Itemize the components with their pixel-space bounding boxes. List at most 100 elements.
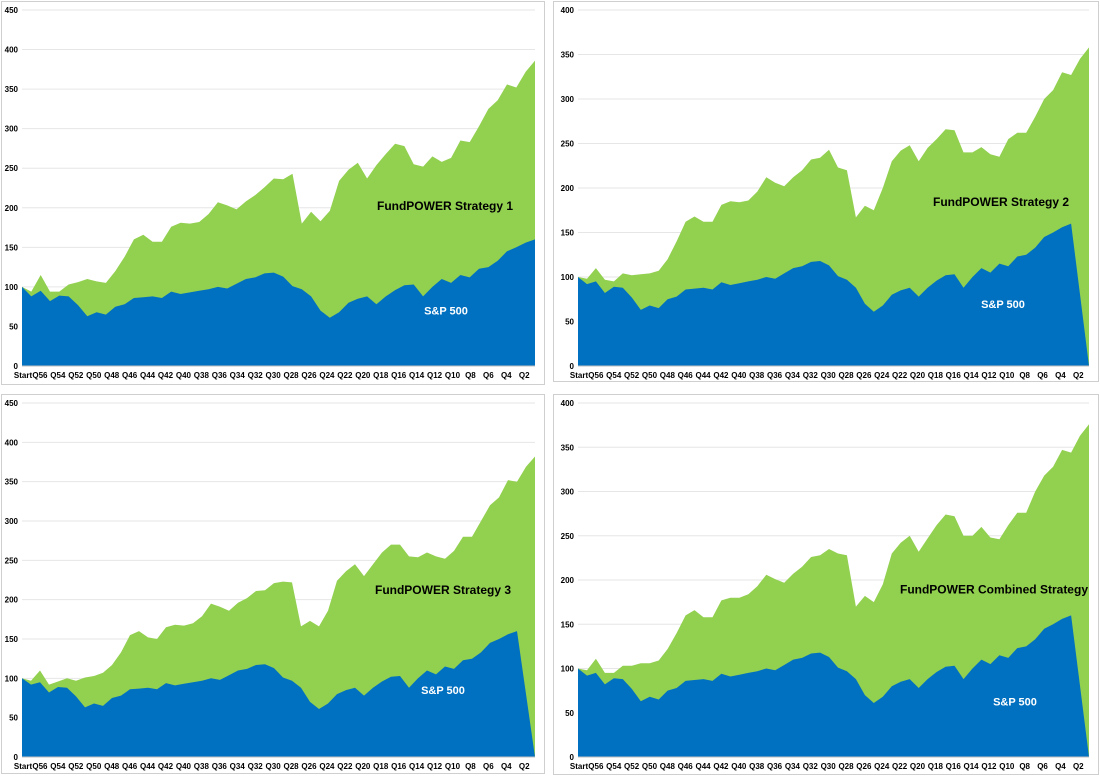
chart-panel-combined-strategy: 0 50 100 150 200 250 300 350 400 Start Q56 Q54 Q52 Q5… bbox=[553, 394, 1099, 775]
chart-panel-strategy-3: 0 50 100 150 200 250 300 350 400 450 Start Q56 Q54 Q5… bbox=[1, 394, 545, 774]
y-tick-label: 300 bbox=[561, 488, 575, 497]
x-tick-label: Q20 bbox=[355, 762, 371, 771]
x-tick-label: Q26 bbox=[856, 371, 872, 380]
x-tick-label: Q12 bbox=[981, 762, 997, 771]
strategy-label: FundPOWER Strategy 3 bbox=[375, 583, 511, 597]
x-tick-label: Q42 bbox=[713, 371, 729, 380]
x-tick-label: Q32 bbox=[803, 371, 819, 380]
sp500-area bbox=[22, 631, 535, 757]
x-tick-label: Q54 bbox=[606, 371, 622, 380]
x-tick-label: Q20 bbox=[355, 371, 371, 380]
x-tick-label: Q4 bbox=[501, 762, 512, 771]
y-tick-label: 350 bbox=[5, 85, 19, 94]
x-tick-label: Q22 bbox=[337, 762, 353, 771]
x-tick-label: Q2 bbox=[1073, 762, 1084, 771]
y-tick-label: 400 bbox=[561, 399, 575, 408]
x-tick-label: Q14 bbox=[409, 371, 425, 380]
sp500-label: S&P 500 bbox=[421, 685, 465, 697]
x-tick-label: Q32 bbox=[248, 371, 264, 380]
x-tick-label: Q22 bbox=[892, 762, 908, 771]
x-tick-label: Q28 bbox=[283, 762, 299, 771]
x-tick-label: Q14 bbox=[409, 762, 425, 771]
sp500-area bbox=[578, 223, 1089, 366]
x-tick-label: Q12 bbox=[981, 371, 997, 380]
x-tick-label: Q52 bbox=[624, 762, 640, 771]
y-tick-label: 50 bbox=[9, 322, 18, 331]
x-tick-label: Q14 bbox=[964, 762, 980, 771]
x-tick-label: Q10 bbox=[445, 371, 461, 380]
x-tick-label: Q56 bbox=[588, 762, 604, 771]
x-tick-label: Q44 bbox=[696, 762, 712, 771]
x-tick-label: Start bbox=[570, 371, 589, 380]
x-tick-label: Q18 bbox=[928, 371, 944, 380]
x-tick-label: Q6 bbox=[483, 371, 494, 380]
x-tick-label: Q50 bbox=[642, 371, 658, 380]
x-tick-label: Q46 bbox=[122, 371, 138, 380]
x-tick-label: Q52 bbox=[68, 762, 84, 771]
x-tick-label: Q6 bbox=[1037, 762, 1048, 771]
x-tick-label: Q34 bbox=[785, 371, 801, 380]
x-tick-label: Q38 bbox=[194, 762, 210, 771]
x-tick-label: Q38 bbox=[749, 762, 765, 771]
x-tick-label: Q40 bbox=[176, 371, 192, 380]
x-tick-label: Q16 bbox=[946, 762, 962, 771]
x-tick-label: Q48 bbox=[660, 371, 676, 380]
x-tick-label: Q44 bbox=[696, 371, 712, 380]
y-tick-label: 150 bbox=[561, 229, 575, 238]
x-tick-label: Q38 bbox=[749, 371, 765, 380]
x-tick-label: Q10 bbox=[999, 762, 1015, 771]
x-tick-label: Q8 bbox=[1019, 371, 1030, 380]
x-tick-label: Q36 bbox=[767, 762, 783, 771]
y-tick-label: 50 bbox=[9, 714, 18, 723]
x-tick-label: Q26 bbox=[301, 762, 317, 771]
y-tick-label: 100 bbox=[5, 674, 19, 683]
x-tick-label: Q32 bbox=[248, 762, 264, 771]
x-tick-label: Q34 bbox=[785, 762, 801, 771]
x-tick-label: Q20 bbox=[910, 762, 926, 771]
y-tick-label: 250 bbox=[561, 532, 575, 541]
y-tick-label: 450 bbox=[5, 399, 19, 408]
x-tick-label: Q28 bbox=[283, 371, 299, 380]
x-tick-label: Q40 bbox=[176, 762, 192, 771]
x-tick-label: Start bbox=[14, 371, 33, 380]
x-tick-label: Q2 bbox=[519, 762, 530, 771]
x-tick-label: Q54 bbox=[50, 762, 66, 771]
x-tick-label: Q10 bbox=[999, 371, 1015, 380]
x-tick-label: Q30 bbox=[266, 371, 282, 380]
y-tick-label: 250 bbox=[561, 140, 575, 149]
y-tick-label: 400 bbox=[561, 6, 575, 15]
x-tick-label: Start bbox=[14, 762, 33, 771]
x-tick-label: Q30 bbox=[821, 371, 837, 380]
y-tick-label: 250 bbox=[5, 164, 19, 173]
x-tick-label: Q8 bbox=[1019, 762, 1030, 771]
x-tick-label: Q6 bbox=[1037, 371, 1048, 380]
y-tick-label: 200 bbox=[5, 204, 19, 213]
y-tick-label: 0 bbox=[14, 362, 19, 371]
y-tick-label: 100 bbox=[561, 665, 575, 674]
x-tick-label: Q4 bbox=[1055, 762, 1066, 771]
x-tick-label: Q48 bbox=[104, 371, 120, 380]
x-tick-label: Q12 bbox=[427, 762, 443, 771]
y-tick-label: 350 bbox=[561, 443, 575, 452]
y-tick-label: 400 bbox=[5, 46, 19, 55]
chart-panel-strategy-1: 0 50 100 150 200 250 300 350 400 450 Start Q56 Q54 Q5… bbox=[1, 1, 545, 385]
y-tick-label: 50 bbox=[565, 318, 574, 327]
y-tick-label: 200 bbox=[5, 596, 19, 605]
x-tick-label: Q16 bbox=[946, 371, 962, 380]
x-tick-label: Q52 bbox=[624, 371, 640, 380]
y-tick-label: 400 bbox=[5, 438, 19, 447]
x-tick-label: Start bbox=[570, 762, 589, 771]
y-tick-label: 350 bbox=[561, 51, 575, 60]
x-tick-label: Q54 bbox=[606, 762, 622, 771]
strategy-area bbox=[578, 424, 1089, 757]
x-tick-label: Q10 bbox=[445, 762, 461, 771]
x-tick-label: Q34 bbox=[230, 371, 246, 380]
y-tick-label: 450 bbox=[5, 6, 19, 15]
x-tick-label: Q26 bbox=[301, 371, 317, 380]
x-tick-label: Q12 bbox=[427, 371, 443, 380]
y-tick-label: 0 bbox=[570, 362, 575, 371]
x-tick-label: Q42 bbox=[158, 371, 174, 380]
y-tick-label: 150 bbox=[561, 620, 575, 629]
